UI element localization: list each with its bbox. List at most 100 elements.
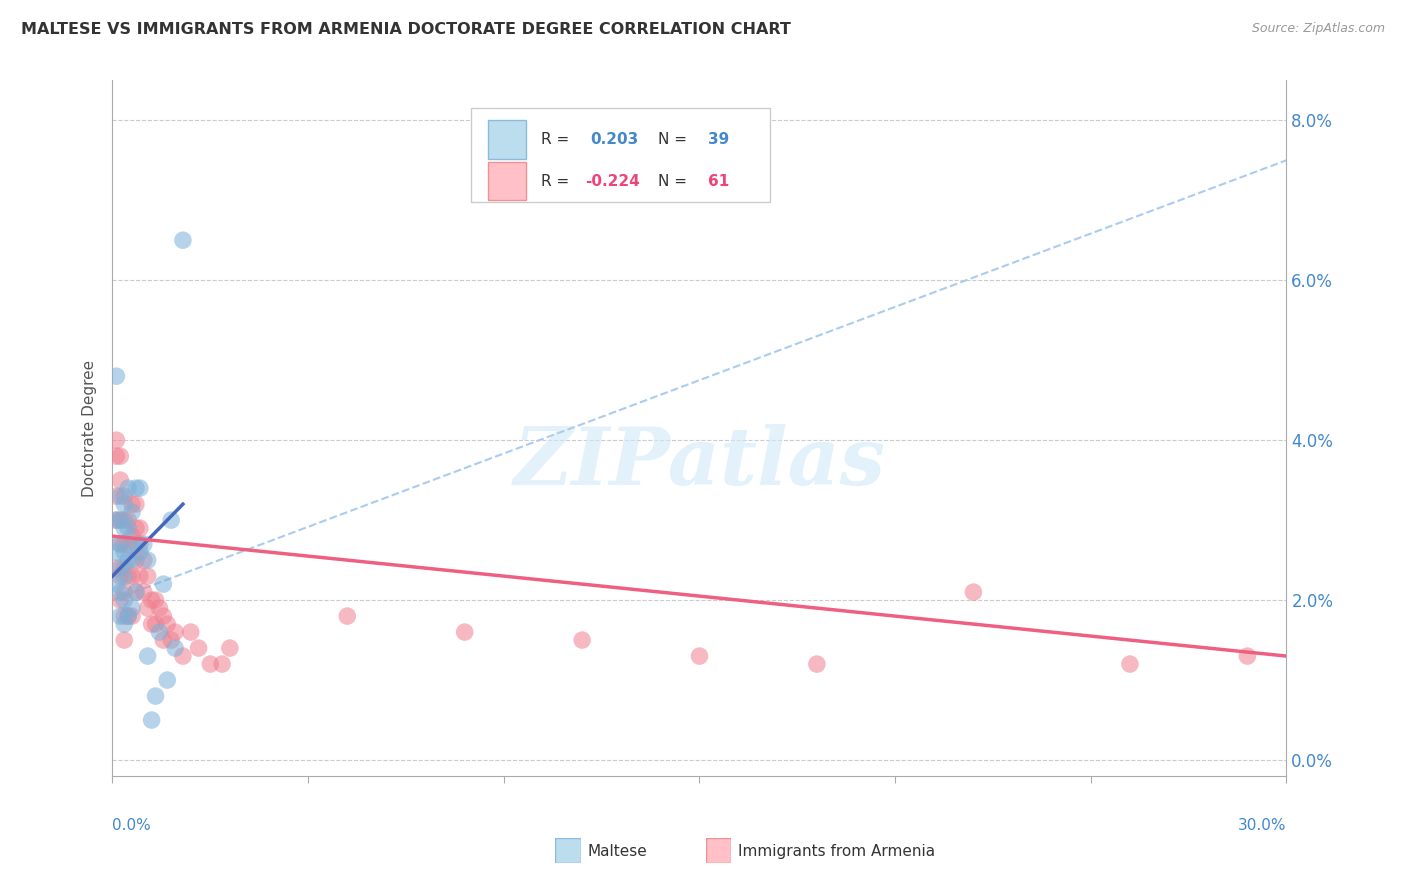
- Text: R =: R =: [541, 132, 574, 147]
- Text: MALTESE VS IMMIGRANTS FROM ARMENIA DOCTORATE DEGREE CORRELATION CHART: MALTESE VS IMMIGRANTS FROM ARMENIA DOCTO…: [21, 22, 792, 37]
- Point: [128, 545, 150, 559]
- Point: [112, 521, 135, 535]
- Point: [105, 513, 128, 527]
- Point: [125, 521, 148, 535]
- Text: 39: 39: [707, 132, 728, 147]
- Point: [571, 633, 593, 648]
- Point: [121, 601, 143, 615]
- Point: [112, 497, 135, 511]
- Point: [105, 577, 128, 591]
- Point: [110, 537, 132, 551]
- Point: [117, 481, 139, 495]
- Point: [110, 561, 132, 575]
- Point: [112, 633, 135, 648]
- Point: [112, 569, 135, 583]
- Point: [125, 497, 148, 511]
- Point: [117, 537, 139, 551]
- Text: N =: N =: [658, 132, 692, 147]
- Point: [218, 641, 242, 656]
- Text: 61: 61: [707, 174, 728, 189]
- Point: [148, 625, 170, 640]
- Point: [110, 513, 132, 527]
- Point: [128, 521, 150, 535]
- Point: [117, 513, 139, 527]
- Point: [152, 633, 174, 648]
- Point: [141, 617, 163, 632]
- Point: [145, 593, 167, 607]
- Point: [112, 513, 135, 527]
- Point: [105, 369, 128, 384]
- Point: [117, 553, 139, 567]
- Text: ZIPatlas: ZIPatlas: [513, 425, 886, 501]
- Point: [145, 689, 167, 703]
- Point: [962, 585, 984, 599]
- Point: [110, 513, 132, 527]
- Point: [453, 625, 475, 640]
- Point: [125, 537, 148, 551]
- Point: [110, 537, 132, 551]
- Text: 30.0%: 30.0%: [1239, 818, 1286, 832]
- Point: [128, 569, 150, 583]
- Point: [112, 537, 135, 551]
- Point: [152, 577, 174, 591]
- Point: [165, 625, 187, 640]
- Point: [121, 553, 143, 567]
- Point: [117, 609, 139, 624]
- Point: [336, 609, 359, 624]
- Point: [121, 569, 143, 583]
- Point: [200, 657, 222, 671]
- Point: [160, 513, 183, 527]
- Point: [1119, 657, 1142, 671]
- Point: [112, 617, 135, 632]
- Point: [180, 625, 202, 640]
- Point: [806, 657, 828, 671]
- Point: [105, 561, 128, 575]
- Point: [121, 497, 143, 511]
- Text: -0.224: -0.224: [586, 174, 640, 189]
- Text: Maltese: Maltese: [588, 845, 647, 859]
- Point: [132, 585, 155, 599]
- Point: [105, 545, 128, 559]
- Point: [128, 481, 150, 495]
- Point: [121, 609, 143, 624]
- Point: [132, 537, 155, 551]
- Point: [141, 713, 163, 727]
- Point: [121, 529, 143, 543]
- Point: [110, 569, 132, 583]
- Point: [148, 601, 170, 615]
- Point: [110, 489, 132, 503]
- Point: [112, 489, 135, 503]
- Point: [112, 561, 135, 575]
- Point: [172, 233, 194, 247]
- Point: [112, 585, 135, 599]
- Point: [141, 593, 163, 607]
- Point: [117, 521, 139, 535]
- Point: [152, 609, 174, 624]
- Point: [165, 641, 187, 656]
- Point: [136, 553, 159, 567]
- Point: [136, 569, 159, 583]
- Point: [105, 433, 128, 447]
- Point: [125, 481, 148, 495]
- FancyBboxPatch shape: [471, 108, 770, 202]
- Point: [105, 449, 128, 463]
- Point: [160, 633, 183, 648]
- Point: [105, 513, 128, 527]
- Text: Immigrants from Armenia: Immigrants from Armenia: [738, 845, 935, 859]
- Y-axis label: Doctorate Degree: Doctorate Degree: [82, 359, 97, 497]
- FancyBboxPatch shape: [488, 120, 526, 159]
- Point: [688, 649, 710, 664]
- Point: [145, 617, 167, 632]
- Point: [156, 617, 179, 632]
- Text: Source: ZipAtlas.com: Source: ZipAtlas.com: [1251, 22, 1385, 36]
- Point: [128, 537, 150, 551]
- Point: [125, 585, 148, 599]
- Point: [172, 649, 194, 664]
- Point: [187, 641, 209, 656]
- Point: [117, 609, 139, 624]
- Text: N =: N =: [658, 174, 692, 189]
- Point: [110, 593, 132, 607]
- Point: [112, 545, 135, 559]
- Point: [156, 673, 179, 687]
- Text: R =: R =: [541, 174, 574, 189]
